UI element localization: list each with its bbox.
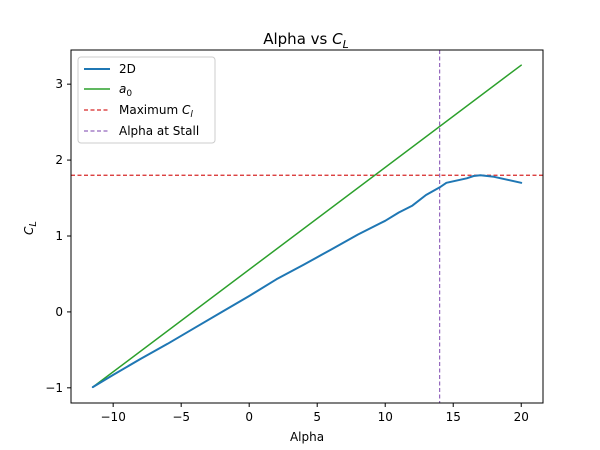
x-tick-label: 20: [514, 410, 529, 424]
x-tick-label: −5: [172, 410, 190, 424]
y-tick-label: 2: [55, 153, 63, 167]
y-tick-label: 3: [55, 77, 63, 91]
x-tick-label: 5: [313, 410, 321, 424]
legend: 2D a0 Maximum Cl Alpha at Stall: [77, 56, 216, 144]
x-tick-label: −10: [101, 410, 126, 424]
x-tick-label: 0: [245, 410, 253, 424]
x-tick-label: 10: [378, 410, 393, 424]
axes-frame: [70, 49, 544, 404]
chart-title: Alpha vs CL: [263, 30, 349, 51]
legend-label-2d: 2D: [119, 62, 136, 76]
series-line-2d: [91, 174, 523, 389]
series-line-a0: [92, 64, 522, 388]
plot-layer: [71, 50, 543, 403]
y-axis-label: CL: [22, 221, 39, 235]
y-tick-label: 1: [55, 229, 63, 243]
y-tick-label: 0: [55, 305, 63, 319]
x-tick-label: 15: [446, 410, 461, 424]
legend-label-max-cl: Maximum Cl: [119, 103, 193, 120]
legend-box: [77, 56, 216, 144]
legend-label-a0: a0: [119, 82, 132, 99]
x-axis-label: Alpha: [290, 430, 324, 444]
legend-label-stall: Alpha at Stall: [119, 124, 199, 138]
y-tick-label: −1: [45, 381, 63, 395]
